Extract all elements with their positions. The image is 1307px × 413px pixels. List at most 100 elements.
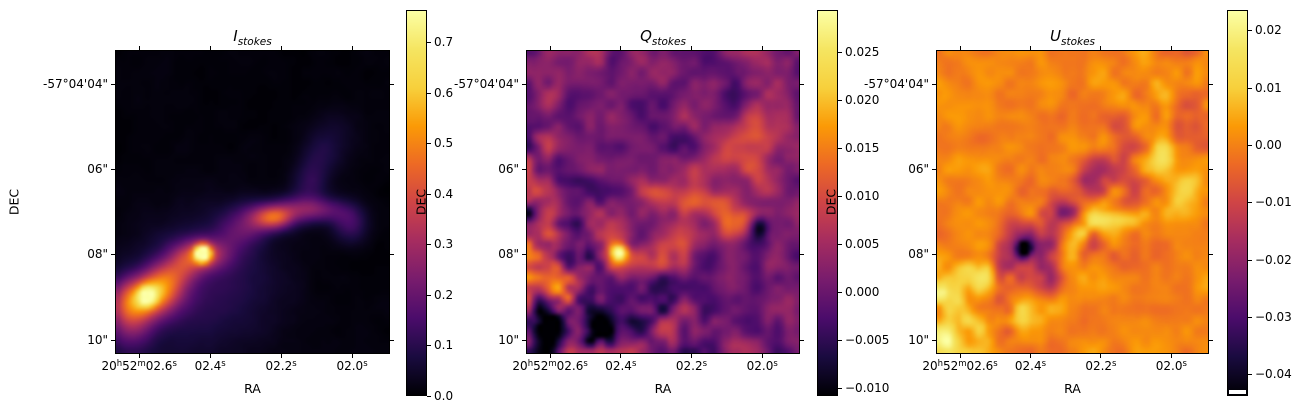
dec-tick-label: -57°04'04" xyxy=(454,76,519,91)
colorbar-tick-label: 0.010 xyxy=(845,188,880,203)
ra-tick-mark xyxy=(620,354,622,358)
colorbar-tick-label: 0.4 xyxy=(434,186,454,201)
stokes-u-heatmap xyxy=(936,50,1209,354)
colorbar-tick-label: 0.7 xyxy=(434,35,454,50)
dec-tick-label: 06" xyxy=(87,162,108,177)
ra-tick-label: 02.0s xyxy=(747,359,778,376)
dec-tick-mark-right xyxy=(1209,83,1213,85)
tick-text: 20 xyxy=(922,359,938,373)
ra-tick-label: 02.2s xyxy=(266,359,297,376)
dec-tick-mark-right xyxy=(1209,339,1213,341)
colorbar-tick-label: 0.0 xyxy=(434,388,454,403)
dec-tick-mark-right xyxy=(390,339,394,341)
ra-tick-label: 02.2s xyxy=(1085,359,1116,376)
colorbar-tick-label: −0.010 xyxy=(845,380,890,395)
title-symbol: I xyxy=(233,27,238,45)
colorbar-tick-label: 0.02 xyxy=(1255,23,1282,38)
ra-tick-mark xyxy=(761,354,763,358)
ra-tick-mark xyxy=(1029,354,1031,358)
tick-text: 02.0 xyxy=(746,359,774,373)
dec-tick-mark xyxy=(111,169,115,171)
tick-superscript: m xyxy=(548,358,557,369)
tick-text: 52 xyxy=(942,359,959,373)
dec-axis-label: DEC xyxy=(6,188,22,216)
tick-superscript: s xyxy=(1041,358,1047,369)
colorbar-tick-mark xyxy=(427,42,431,44)
colorbar-tick-mark xyxy=(1248,202,1252,204)
ra-tick-mark-top xyxy=(280,46,282,50)
ra-tick-label: 02.2s xyxy=(676,359,707,376)
dec-tick-mark-right xyxy=(1209,254,1213,256)
tick-superscript: s xyxy=(993,358,998,369)
title-symbol: U xyxy=(1049,27,1061,45)
ra-tick-mark xyxy=(280,354,282,358)
ra-tick-mark xyxy=(1100,354,1102,358)
ra-tick-mark-top xyxy=(138,46,140,50)
colorbar-tick-label: 0.020 xyxy=(845,92,880,107)
colorbar-tick-mark xyxy=(1248,30,1252,32)
dec-tick-mark xyxy=(932,169,936,171)
tick-superscript: s xyxy=(1182,358,1187,369)
dec-tick-mark-right xyxy=(800,169,804,171)
colorbar-tick-mark xyxy=(838,291,842,293)
ra-tick-mark-top xyxy=(549,46,551,50)
dec-tick-mark xyxy=(111,254,115,256)
colorbar-tick-mark xyxy=(427,294,431,296)
colorbar-tick-label: 0.5 xyxy=(434,136,454,151)
ra-tick-label: 02.4s xyxy=(195,359,226,376)
ra-tick-label: 20h52m02.6s xyxy=(512,359,587,376)
colorbar-tick-label: −0.02 xyxy=(1255,252,1292,267)
tick-superscript: s xyxy=(583,358,588,369)
ra-tick-mark-top xyxy=(1100,46,1102,50)
colorbar-tick-label: 0.01 xyxy=(1255,80,1282,95)
colorbar-u xyxy=(1227,10,1248,396)
colorbar-tick-mark xyxy=(427,143,431,145)
ra-tick-label: 20h52m02.6s xyxy=(922,359,997,376)
title-subscript: stokes xyxy=(237,36,272,48)
dec-tick-mark xyxy=(932,254,936,256)
colorbar-tick-mark xyxy=(838,387,842,389)
ra-axis-label: RA xyxy=(1064,381,1081,396)
tick-text: 02.4 xyxy=(1014,359,1042,373)
ra-tick-label: 02.4s xyxy=(605,359,636,376)
tick-text: 52 xyxy=(533,359,549,373)
dec-tick-label: 06" xyxy=(908,162,929,177)
tick-text: 02.0 xyxy=(336,359,364,373)
dec-tick-mark xyxy=(932,83,936,85)
ra-tick-mark xyxy=(209,354,211,358)
colorbar-i xyxy=(406,10,427,396)
colorbar-tick-label: 0.000 xyxy=(845,284,880,299)
colorbar-tick-mark xyxy=(1248,316,1252,318)
colorbar-under-strip xyxy=(1229,390,1246,394)
dec-tick-mark-right xyxy=(800,339,804,341)
tick-text: 02.6 xyxy=(556,359,584,373)
colorbar-tick-mark xyxy=(427,244,431,246)
ra-tick-mark-top xyxy=(1029,46,1031,50)
colorbar-tick-mark xyxy=(427,193,431,195)
colorbar-tick-label: 0.005 xyxy=(845,236,880,251)
colorbar-tick-mark xyxy=(838,195,842,197)
dec-tick-mark-right xyxy=(800,254,804,256)
tick-superscript: s xyxy=(773,358,778,369)
title-subscript: stokes xyxy=(1060,36,1096,48)
tick-superscript: h xyxy=(937,358,943,369)
ra-tick-mark xyxy=(959,354,961,358)
colorbar-tick-mark xyxy=(838,99,842,101)
ra-tick-mark xyxy=(1170,354,1172,358)
colorbar-tick-mark xyxy=(1248,144,1252,146)
ra-tick-mark xyxy=(549,354,551,358)
colorbar-tick-label: −0.03 xyxy=(1255,309,1292,324)
ra-tick-mark-top xyxy=(959,46,961,50)
colorbar-tick-mark xyxy=(838,51,842,53)
tick-superscript: m xyxy=(958,358,967,369)
colorbar-tick-label: 0.1 xyxy=(434,338,454,353)
ra-tick-mark xyxy=(351,354,353,358)
colorbar-tick-label: −0.04 xyxy=(1255,367,1292,382)
tick-superscript: m xyxy=(137,358,146,369)
tick-text: 20 xyxy=(101,359,117,373)
ra-tick-mark-top xyxy=(209,46,211,50)
colorbar-q xyxy=(817,10,838,396)
colorbar-tick-label: 0.2 xyxy=(434,287,454,302)
ra-tick-mark-top xyxy=(690,46,692,50)
tick-text: 02.4 xyxy=(605,359,632,373)
